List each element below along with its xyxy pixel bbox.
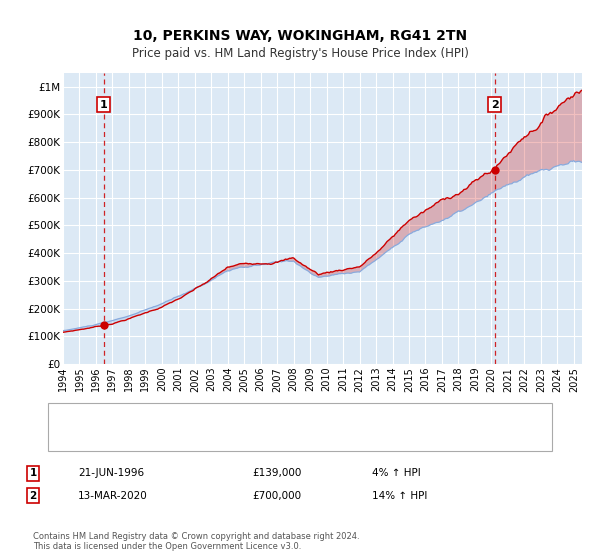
Text: £700,000: £700,000 [252, 491, 301, 501]
Text: 2: 2 [491, 100, 499, 110]
Text: HPI: Average price, detached house, Wokingham: HPI: Average price, detached house, Woki… [93, 434, 336, 444]
Text: 21-JUN-1996: 21-JUN-1996 [78, 468, 144, 478]
Text: ——: —— [54, 410, 79, 423]
Text: Contains HM Land Registry data © Crown copyright and database right 2024.
This d: Contains HM Land Registry data © Crown c… [33, 532, 359, 551]
Text: 1: 1 [100, 100, 107, 110]
Text: 10, PERKINS WAY, WOKINGHAM, RG41 2TN (detached house): 10, PERKINS WAY, WOKINGHAM, RG41 2TN (de… [93, 412, 398, 422]
Text: ——: —— [54, 432, 79, 445]
Text: 10, PERKINS WAY, WOKINGHAM, RG41 2TN: 10, PERKINS WAY, WOKINGHAM, RG41 2TN [133, 29, 467, 44]
Text: £139,000: £139,000 [252, 468, 301, 478]
Text: 14% ↑ HPI: 14% ↑ HPI [372, 491, 427, 501]
Text: 2: 2 [29, 491, 37, 501]
Text: 1: 1 [29, 468, 37, 478]
Text: 4% ↑ HPI: 4% ↑ HPI [372, 468, 421, 478]
Text: 13-MAR-2020: 13-MAR-2020 [78, 491, 148, 501]
Text: Price paid vs. HM Land Registry's House Price Index (HPI): Price paid vs. HM Land Registry's House … [131, 46, 469, 60]
